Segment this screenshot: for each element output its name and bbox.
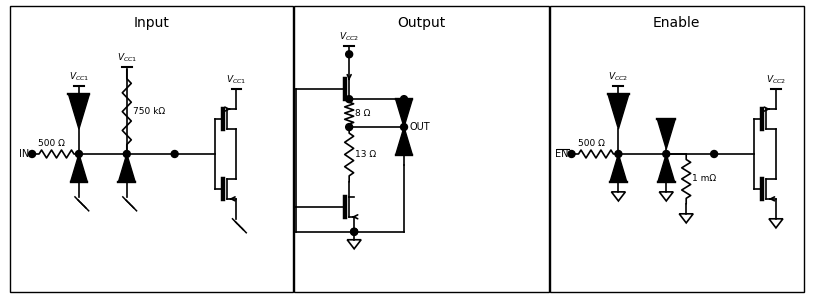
Polygon shape bbox=[608, 94, 629, 129]
Circle shape bbox=[711, 150, 718, 157]
Bar bbox=[549, 7, 804, 291]
Text: 13 Ω: 13 Ω bbox=[355, 150, 376, 159]
Text: Input: Input bbox=[133, 16, 169, 30]
Text: $V_{CC1}$: $V_{CC1}$ bbox=[68, 71, 90, 83]
Polygon shape bbox=[658, 154, 675, 182]
Circle shape bbox=[568, 150, 575, 157]
Polygon shape bbox=[396, 99, 413, 127]
Circle shape bbox=[663, 150, 670, 157]
Circle shape bbox=[76, 150, 82, 157]
Circle shape bbox=[351, 228, 357, 235]
Polygon shape bbox=[657, 119, 676, 149]
Text: IN: IN bbox=[19, 149, 29, 159]
Text: $V_{CC1}$: $V_{CC1}$ bbox=[226, 74, 247, 86]
Text: $V_{CC2}$: $V_{CC2}$ bbox=[339, 31, 359, 43]
Text: $V_{CC2}$: $V_{CC2}$ bbox=[766, 74, 786, 86]
Circle shape bbox=[346, 96, 352, 103]
Text: $V_{CC1}$: $V_{CC1}$ bbox=[116, 52, 137, 64]
Bar bbox=[10, 7, 293, 291]
Text: OUT: OUT bbox=[410, 122, 431, 132]
Text: EN: EN bbox=[555, 149, 568, 159]
Text: 500 Ω: 500 Ω bbox=[578, 139, 605, 148]
Circle shape bbox=[400, 124, 408, 131]
Text: 500 Ω: 500 Ω bbox=[38, 139, 65, 148]
Text: 1 mΩ: 1 mΩ bbox=[692, 174, 716, 183]
Text: $V_{CC2}$: $V_{CC2}$ bbox=[608, 71, 628, 83]
Polygon shape bbox=[68, 94, 90, 129]
Polygon shape bbox=[396, 127, 413, 155]
Circle shape bbox=[346, 51, 352, 58]
Circle shape bbox=[346, 124, 352, 131]
Circle shape bbox=[615, 150, 622, 157]
Circle shape bbox=[400, 96, 408, 103]
Text: 750 kΩ: 750 kΩ bbox=[133, 107, 165, 116]
Text: Output: Output bbox=[397, 16, 445, 30]
Circle shape bbox=[351, 228, 357, 235]
Circle shape bbox=[123, 150, 130, 157]
Polygon shape bbox=[610, 154, 627, 182]
Text: 8 Ω: 8 Ω bbox=[355, 108, 370, 118]
Circle shape bbox=[28, 150, 36, 157]
Circle shape bbox=[171, 150, 178, 157]
Polygon shape bbox=[118, 154, 135, 182]
Polygon shape bbox=[71, 154, 87, 182]
Bar bbox=[295, 7, 549, 291]
Text: Enable: Enable bbox=[653, 16, 700, 30]
